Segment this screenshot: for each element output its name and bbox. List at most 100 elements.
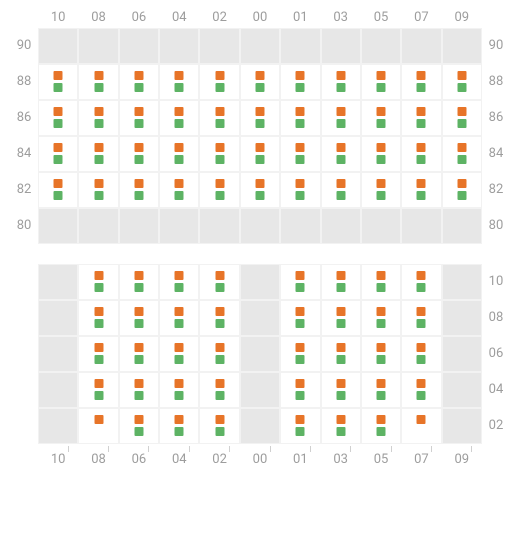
seat-slot[interactable]: [78, 172, 118, 208]
seat-slot[interactable]: [159, 136, 199, 172]
seat-slot[interactable]: [280, 336, 320, 372]
status-marker-a: [54, 143, 63, 152]
empty-slot: [240, 264, 280, 300]
seat-slot[interactable]: [38, 136, 78, 172]
seat-slot[interactable]: [119, 136, 159, 172]
seat-slot[interactable]: [321, 372, 361, 408]
seat-slot[interactable]: [361, 100, 401, 136]
seat-slot[interactable]: [321, 336, 361, 372]
seat-slot[interactable]: [78, 136, 118, 172]
seat-slot[interactable]: [159, 100, 199, 136]
seat-row: 8282: [10, 172, 510, 208]
seat-slot[interactable]: [240, 172, 280, 208]
seat-slot[interactable]: [321, 264, 361, 300]
status-marker-a: [215, 71, 224, 80]
status-marker-a: [255, 143, 264, 152]
seat-slot[interactable]: [280, 372, 320, 408]
seat-slot[interactable]: [401, 264, 441, 300]
seat-slot[interactable]: [280, 100, 320, 136]
seat-slot[interactable]: [78, 372, 118, 408]
seat-slot[interactable]: [119, 264, 159, 300]
col-label: 09: [442, 10, 482, 26]
seat-slot[interactable]: [280, 264, 320, 300]
seat-slot[interactable]: [119, 300, 159, 336]
col-label: 07: [401, 10, 441, 26]
seat-slot[interactable]: [199, 300, 239, 336]
seat-slot[interactable]: [199, 264, 239, 300]
seat-slot[interactable]: [199, 172, 239, 208]
seat-slot[interactable]: [159, 172, 199, 208]
seat-slot[interactable]: [78, 300, 118, 336]
seat-slot[interactable]: [199, 336, 239, 372]
seat-slot[interactable]: [119, 172, 159, 208]
seat-slot[interactable]: [442, 64, 482, 100]
seat-slot[interactable]: [401, 64, 441, 100]
seat-slot[interactable]: [401, 408, 441, 444]
seat-slot[interactable]: [119, 336, 159, 372]
seat-slot[interactable]: [321, 100, 361, 136]
seat-slot[interactable]: [159, 336, 199, 372]
seat-slot[interactable]: [199, 136, 239, 172]
status-marker-a: [417, 179, 426, 188]
status-marker-b: [417, 283, 426, 292]
seat-slot[interactable]: [78, 336, 118, 372]
seat-slot[interactable]: [78, 64, 118, 100]
seat-slot[interactable]: [78, 408, 118, 444]
empty-slot: [38, 208, 78, 244]
seat-slot[interactable]: [199, 408, 239, 444]
seat-slot[interactable]: [401, 100, 441, 136]
seat-slot[interactable]: [361, 64, 401, 100]
seat-slot[interactable]: [159, 300, 199, 336]
empty-slot: [78, 208, 118, 244]
row-label-right: 04: [482, 382, 510, 398]
seat-slot[interactable]: [361, 136, 401, 172]
seat-slot[interactable]: [78, 264, 118, 300]
seat-slot[interactable]: [401, 172, 441, 208]
seat-slot[interactable]: [159, 372, 199, 408]
seat-slot[interactable]: [280, 408, 320, 444]
seat-slot[interactable]: [361, 264, 401, 300]
seat-slot[interactable]: [401, 136, 441, 172]
seat-slot[interactable]: [240, 100, 280, 136]
seat-slot[interactable]: [401, 372, 441, 408]
seat-slot[interactable]: [321, 408, 361, 444]
seat-slot[interactable]: [119, 372, 159, 408]
seat-slot[interactable]: [280, 136, 320, 172]
seat-slot[interactable]: [361, 300, 401, 336]
status-marker-a: [336, 143, 345, 152]
seat-slot[interactable]: [401, 300, 441, 336]
seat-slot[interactable]: [280, 64, 320, 100]
seat-slot[interactable]: [321, 300, 361, 336]
seat-slot[interactable]: [240, 64, 280, 100]
seat-slot[interactable]: [401, 336, 441, 372]
seat-slot[interactable]: [361, 408, 401, 444]
seat-slot[interactable]: [280, 172, 320, 208]
seat-slot[interactable]: [38, 100, 78, 136]
seat-slot[interactable]: [38, 172, 78, 208]
seat-slot[interactable]: [240, 136, 280, 172]
seat-slot[interactable]: [119, 100, 159, 136]
seat-slot[interactable]: [361, 336, 401, 372]
empty-slot: [119, 28, 159, 64]
seat-slot[interactable]: [442, 172, 482, 208]
seat-slot[interactable]: [159, 408, 199, 444]
seat-slot[interactable]: [361, 172, 401, 208]
seat-slot[interactable]: [38, 64, 78, 100]
seat-slot[interactable]: [321, 136, 361, 172]
seat-slot[interactable]: [159, 264, 199, 300]
seat-slot[interactable]: [78, 100, 118, 136]
seat-slot[interactable]: [119, 408, 159, 444]
seat-slot[interactable]: [199, 100, 239, 136]
status-marker-a: [134, 179, 143, 188]
seat-slot[interactable]: [321, 64, 361, 100]
seat-slot[interactable]: [361, 372, 401, 408]
status-marker-b: [377, 83, 386, 92]
seat-slot[interactable]: [442, 136, 482, 172]
seat-slot[interactable]: [321, 172, 361, 208]
seat-slot[interactable]: [280, 300, 320, 336]
seat-slot[interactable]: [199, 372, 239, 408]
seat-slot[interactable]: [199, 64, 239, 100]
seat-slot[interactable]: [442, 100, 482, 136]
seat-slot[interactable]: [119, 64, 159, 100]
seat-slot[interactable]: [159, 64, 199, 100]
